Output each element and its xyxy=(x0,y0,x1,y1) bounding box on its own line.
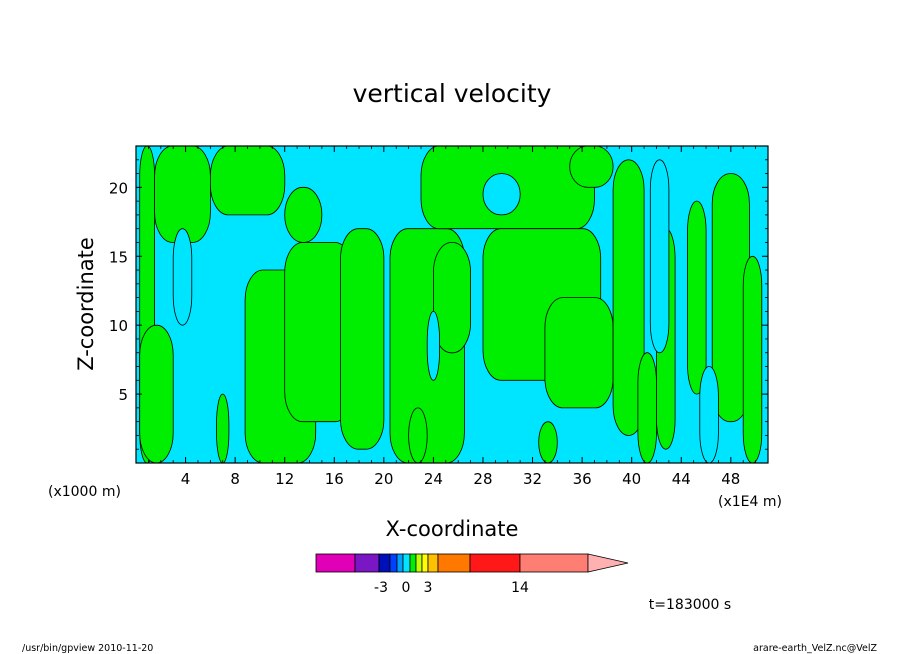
x-tick-label: 24 xyxy=(424,470,443,488)
negative-region xyxy=(172,228,193,326)
negative-region xyxy=(426,310,441,381)
colorbar-cell xyxy=(378,553,391,573)
colorbar-tick-label: 14 xyxy=(511,580,529,596)
positive-region xyxy=(569,145,614,188)
y-tick-label: 10 xyxy=(109,317,128,335)
y-tick-label: 20 xyxy=(109,179,128,197)
x-tick-label: 44 xyxy=(672,470,691,488)
colorbar-cell xyxy=(437,553,471,573)
plot-frame xyxy=(135,145,769,464)
colorbar: -3 0 3 14 xyxy=(315,553,629,596)
x-tick-label: 48 xyxy=(721,470,740,488)
colorbar-arrow xyxy=(587,553,629,573)
positive-region xyxy=(340,228,385,450)
positive-region xyxy=(544,297,614,409)
negative-region xyxy=(699,366,719,464)
positive-region xyxy=(687,200,707,395)
positive-region xyxy=(432,242,471,354)
x-tick-label: 12 xyxy=(275,470,294,488)
positive-region xyxy=(637,352,657,464)
negative-region xyxy=(649,159,670,354)
x-tick-label: 36 xyxy=(573,470,592,488)
colorbar-cell xyxy=(354,553,380,573)
y-tick-label: 5 xyxy=(118,386,128,404)
positive-region xyxy=(612,159,645,436)
positive-region xyxy=(742,255,763,464)
x-tick-label: 40 xyxy=(622,470,641,488)
colorbar-tick-label: -3 xyxy=(374,580,388,596)
chart-title: vertical velocity xyxy=(353,79,552,108)
x-tick-label: 32 xyxy=(523,470,542,488)
colorbar-cell xyxy=(421,553,429,573)
colorbar-cell xyxy=(469,553,521,573)
x-tick-label: 8 xyxy=(230,470,240,488)
x-axis-label: X-coordinate xyxy=(386,517,519,541)
positive-region xyxy=(284,186,323,243)
x-unit-left-label: (x1000 m) xyxy=(48,484,121,500)
x-tick-label: 20 xyxy=(374,470,393,488)
time-label: t=183000 s xyxy=(649,597,731,613)
x-unit-right-label: (x1E4 m) xyxy=(718,494,782,510)
plot-area xyxy=(135,145,769,464)
footer-left: /usr/bin/gpview 2010-11-20 xyxy=(22,643,153,654)
colorbar-cell xyxy=(519,553,589,573)
colorbar-tick-label: 3 xyxy=(424,580,433,596)
colorbar-cell xyxy=(315,553,356,573)
positive-region xyxy=(139,324,174,464)
negative-region xyxy=(482,173,521,216)
x-tick-label: 4 xyxy=(181,470,191,488)
y-axis-label: Z-coordinate xyxy=(74,237,98,371)
positive-region xyxy=(216,393,230,464)
x-tick-label: 16 xyxy=(325,470,344,488)
y-tick-label: 15 xyxy=(109,248,128,266)
colorbar-cell xyxy=(396,553,404,573)
colorbar-cell xyxy=(415,553,423,573)
positive-region xyxy=(154,145,211,243)
colorbar-tick-label: 0 xyxy=(402,580,411,596)
colorbar-cell xyxy=(389,553,398,573)
positive-region xyxy=(538,421,558,464)
colorbar-cell xyxy=(402,553,411,573)
colorbar-cell xyxy=(427,553,439,573)
colorbar-cell xyxy=(409,553,417,573)
x-tick-label: 28 xyxy=(473,470,492,488)
positive-region xyxy=(209,145,286,216)
footer-right: arare-earth_VelZ.nc@VelZ xyxy=(753,643,877,654)
positive-region xyxy=(408,407,428,464)
